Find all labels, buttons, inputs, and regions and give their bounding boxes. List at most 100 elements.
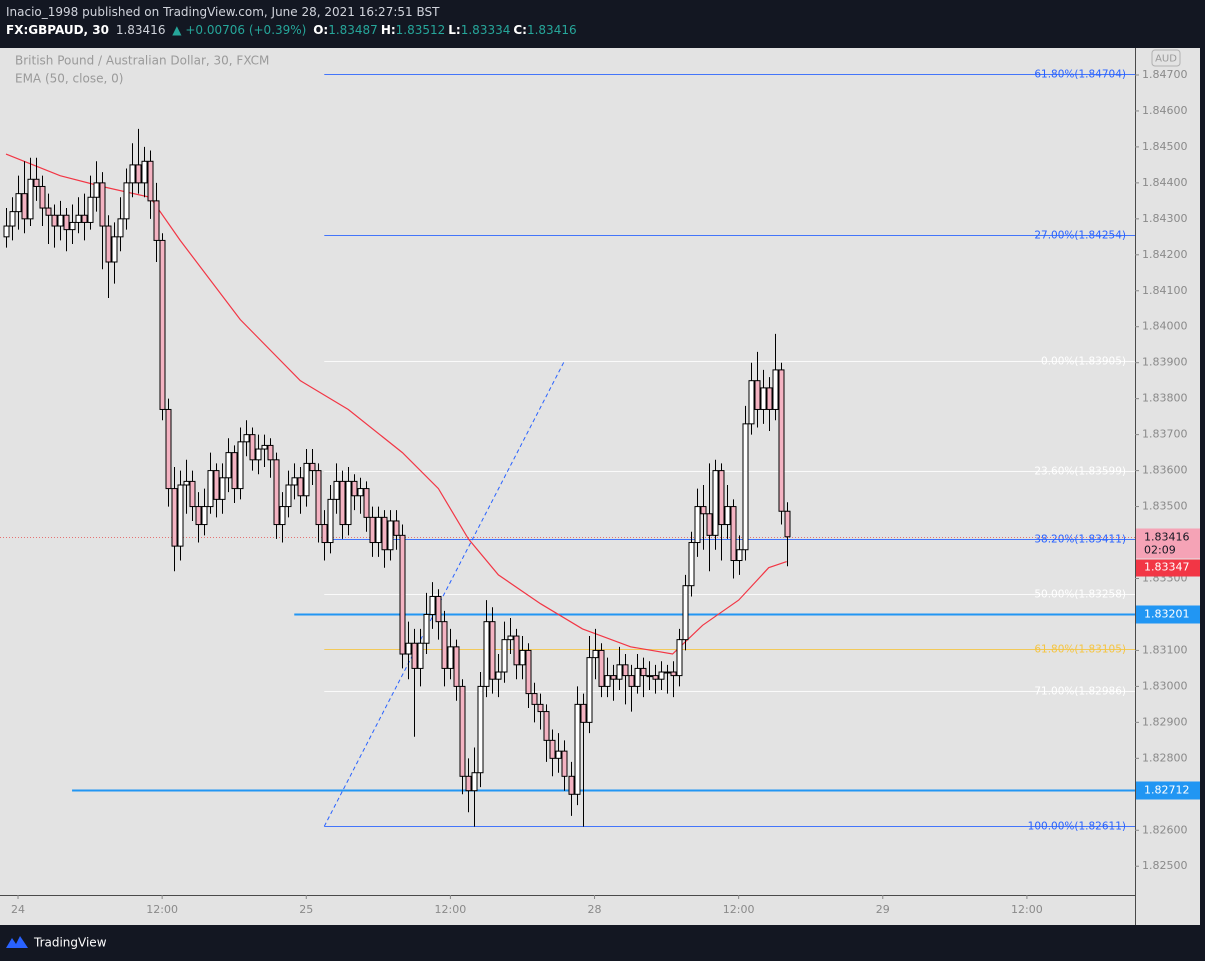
candle-body [327, 498, 334, 544]
change: ▲ +0.00706 (+0.39%) [172, 23, 307, 37]
candle-body [483, 621, 490, 687]
candle-body [195, 506, 202, 526]
price-tag [1136, 605, 1200, 624]
candle-body [465, 775, 472, 792]
ohlc-value: 1.83512 [395, 23, 446, 37]
candle-body [363, 488, 370, 518]
candle-body [555, 750, 562, 759]
ohlc-label: L: [448, 23, 461, 37]
candle-body [754, 380, 761, 410]
candle-body [333, 480, 340, 500]
candle-body [646, 675, 653, 678]
y-tick-label: 1.82600 [1142, 823, 1188, 836]
candle-body [243, 434, 250, 443]
candle-body [634, 667, 641, 687]
axes: 1.84700 1.84600 1.84500 1.84400 1.84300 1.842… [11, 68, 1200, 916]
chart-title: British Pound / Australian Dollar, 30, F… [15, 54, 269, 68]
candle-body [568, 775, 575, 795]
published-line: Inacio_1998 published on TradingView.com… [6, 3, 583, 21]
candle-body [670, 671, 677, 677]
y-tick-label: 1.83700 [1142, 428, 1188, 441]
candle-body [423, 613, 430, 644]
y-tick-label: 1.84000 [1142, 320, 1188, 333]
candle-body [399, 534, 406, 655]
candle-body [27, 178, 34, 220]
candle-body [459, 685, 466, 777]
candle-body [405, 642, 412, 655]
candle-body [700, 506, 707, 515]
candle-body [111, 236, 118, 263]
candle-body [447, 646, 454, 669]
ohlc-label: O: [313, 23, 329, 37]
candle-body [429, 595, 436, 615]
ohlc: O:1.83487 H:1.83512 L:1.83334 C:1.83416 [313, 23, 579, 37]
y-tick-label: 1.84600 [1142, 104, 1188, 117]
candle-body [93, 182, 100, 198]
candle-body [201, 506, 208, 526]
candle-body [658, 671, 665, 680]
candle-body [453, 646, 460, 687]
x-tick-label: 25 [299, 903, 313, 916]
fib-level-label: 38.20%(1.83411) [1034, 534, 1126, 546]
candle-body [604, 675, 611, 687]
candle-body [3, 225, 10, 238]
candle-body [237, 441, 244, 490]
candle-body [69, 221, 76, 231]
candle-body [123, 182, 130, 220]
candle-body [622, 664, 629, 677]
candle-body [471, 772, 478, 792]
x-tick-label: 12:00 [1011, 903, 1043, 916]
candle-body [718, 470, 725, 526]
candle-body [273, 459, 280, 526]
candle-body [279, 506, 286, 526]
candle-body [267, 444, 274, 461]
candle-body [99, 182, 106, 227]
candle-body [339, 480, 346, 526]
candle-body [369, 516, 376, 544]
candle-body [760, 387, 767, 410]
candle-body [489, 621, 496, 680]
ema-legend: EMA (50, close, 0) [15, 72, 123, 86]
logo [6, 936, 28, 948]
candle-body [87, 196, 94, 223]
candle-body [580, 703, 587, 723]
x-tick-label: 29 [876, 903, 890, 916]
trend-line [323, 360, 565, 827]
candle-body [441, 621, 448, 669]
candle-body [501, 639, 508, 673]
candle-body [129, 164, 136, 184]
candle-body [736, 549, 743, 562]
y-tick-label: 1.84300 [1142, 212, 1188, 225]
candle-body [321, 524, 328, 544]
fib-level-label: 61.80%(1.84704) [1034, 69, 1126, 81]
candle-body [610, 675, 617, 680]
candle-body [33, 178, 40, 187]
candle-body [183, 480, 190, 486]
candle-body [531, 693, 538, 705]
candle-body [261, 444, 268, 450]
fib-level-label: 61.80%(1.83105) [1034, 644, 1126, 656]
candle-body [159, 239, 166, 410]
candle-body [586, 657, 593, 723]
candle-body [15, 193, 22, 213]
candle-body [117, 218, 124, 238]
candle-body [75, 214, 82, 223]
published: Inacio_1998 published on TradingView.com… [6, 5, 440, 19]
symbol: FX:GBPAUD, 30 [6, 23, 109, 37]
ohlc-value: 1.83416 [526, 23, 577, 37]
candle-body [640, 667, 647, 677]
candle-body [730, 506, 737, 562]
candle-body [225, 452, 232, 479]
candle-body [417, 642, 424, 669]
candle-body [249, 434, 256, 461]
x-tick-label: 24 [11, 903, 25, 916]
candle-body [9, 211, 16, 227]
fib-level-label: 71.00%(1.82986) [1034, 686, 1126, 698]
candle-body [676, 639, 683, 677]
y-tick-label: 1.82900 [1142, 715, 1188, 728]
ohlc-label: H: [380, 23, 396, 37]
ema-tag [1136, 559, 1200, 577]
y-tick-label: 1.84400 [1142, 176, 1188, 189]
candle-body [297, 477, 304, 497]
